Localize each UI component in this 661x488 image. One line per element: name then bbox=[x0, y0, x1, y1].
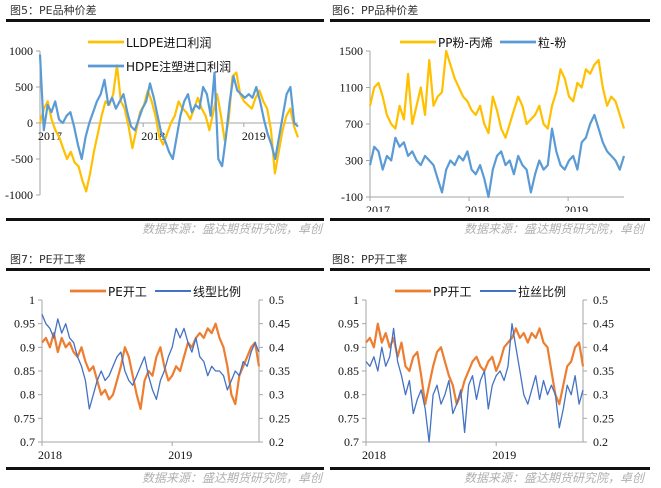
y-tick-label: 1500 bbox=[339, 44, 363, 58]
y-tick-label: 0.85 bbox=[338, 364, 359, 378]
y2-tick-label: 0.35 bbox=[593, 364, 614, 378]
y-tick-label: 300 bbox=[345, 154, 363, 168]
y-tick-label: 1 bbox=[29, 293, 35, 307]
footer-rule bbox=[6, 218, 324, 221]
y2-tick-label: 0.45 bbox=[593, 317, 614, 331]
y-tick-label: 0.75 bbox=[14, 411, 35, 425]
x-tick-label: 2018 bbox=[38, 448, 62, 462]
y2-tick-label: 0.4 bbox=[593, 340, 608, 354]
source-note: 数据来源：盛达期货研究院，卓创 bbox=[464, 471, 645, 485]
series-line-2 bbox=[38, 54, 299, 168]
legend-label: LLDPE进口利润 bbox=[126, 36, 211, 50]
legend-label: 线型比例 bbox=[193, 285, 241, 299]
y2-tick-label: 0.45 bbox=[269, 317, 290, 331]
y-tick-label: 0.8 bbox=[20, 388, 35, 402]
legend-label: 拉丝比例 bbox=[518, 284, 566, 299]
title-rule bbox=[6, 19, 324, 22]
series-line-2 bbox=[41, 313, 260, 410]
y-tick-label: 0.9 bbox=[344, 340, 359, 354]
figure-title: 图6：PP品种价差 bbox=[332, 4, 419, 17]
y-tick-label: 1 bbox=[353, 293, 359, 307]
y-tick-label: 0.9 bbox=[20, 340, 35, 354]
series-line-1 bbox=[368, 49, 626, 139]
series-line-1 bbox=[41, 322, 261, 411]
y-tick-label: 0.7 bbox=[344, 435, 359, 449]
legend-label: HDPE注塑进口利润 bbox=[126, 59, 231, 74]
y2-tick-label: 0.3 bbox=[269, 388, 284, 402]
source-note: 数据来源：盛达期货研究院，卓创 bbox=[142, 471, 323, 485]
footer-rule bbox=[330, 467, 650, 470]
y2-tick-label: 0.25 bbox=[269, 411, 290, 425]
series-line-1 bbox=[365, 322, 585, 406]
y-tick-label: -500 bbox=[11, 152, 33, 166]
y-tick-label: 0.85 bbox=[14, 364, 35, 378]
y2-tick-label: 0.25 bbox=[593, 411, 614, 425]
x-tick-label: 2019 bbox=[168, 448, 192, 462]
legend-label: PP粉-丙烯 bbox=[438, 36, 493, 50]
figure-title: 图8：PP开工率 bbox=[332, 253, 408, 266]
y-tick-label: 0.95 bbox=[14, 317, 35, 331]
legend-label: 粒-粉 bbox=[538, 35, 566, 50]
y-tick-label: -1000 bbox=[5, 188, 33, 202]
title-rule bbox=[330, 268, 650, 271]
y-tick-label: 0.75 bbox=[338, 411, 359, 425]
title-rule bbox=[6, 268, 324, 271]
legend-label: PP开工 bbox=[433, 285, 471, 299]
title-rule bbox=[330, 19, 650, 22]
y-tick-label: 0.7 bbox=[20, 435, 35, 449]
y2-tick-label: 0.35 bbox=[269, 364, 290, 378]
y-tick-label: 0.8 bbox=[344, 388, 359, 402]
x-tick-label: 2019 bbox=[242, 129, 266, 143]
legend-label: PE开工 bbox=[108, 285, 147, 299]
figure-title: 图7：PE开工率 bbox=[10, 253, 86, 266]
series-line-2 bbox=[365, 323, 584, 443]
y2-tick-label: 0.3 bbox=[593, 388, 608, 402]
y-tick-label: -100 bbox=[341, 190, 363, 204]
y2-tick-label: 0.5 bbox=[269, 293, 284, 307]
y-tick-label: 500 bbox=[15, 80, 33, 94]
y-tick-label: 0.95 bbox=[338, 317, 359, 331]
y-tick-label: 1000 bbox=[9, 44, 33, 58]
y2-tick-label: 0.5 bbox=[593, 293, 608, 307]
x-tick-label: 2019 bbox=[564, 203, 588, 212]
source-note: 数据来源：盛达期货研究院，卓创 bbox=[464, 222, 645, 236]
figure-title: 图5：PE品种价差 bbox=[10, 4, 97, 17]
series-line-1 bbox=[38, 64, 300, 193]
source-note: 数据来源：盛达期货研究院，卓创 bbox=[142, 222, 323, 236]
x-tick-label: 2018 bbox=[465, 203, 489, 212]
series-line-2 bbox=[368, 113, 626, 199]
y-tick-label: 1100 bbox=[339, 81, 363, 95]
footer-rule bbox=[6, 467, 324, 470]
y-tick-label: 0 bbox=[27, 116, 33, 130]
y2-tick-label: 0.2 bbox=[269, 435, 284, 449]
y2-tick-label: 0.2 bbox=[593, 435, 608, 449]
x-tick-label: 2018 bbox=[362, 448, 386, 462]
x-tick-label: 2017 bbox=[366, 203, 390, 212]
y2-tick-label: 0.4 bbox=[269, 340, 284, 354]
footer-rule bbox=[330, 218, 650, 221]
x-tick-label: 2019 bbox=[492, 448, 516, 462]
y-tick-label: 700 bbox=[345, 117, 363, 131]
